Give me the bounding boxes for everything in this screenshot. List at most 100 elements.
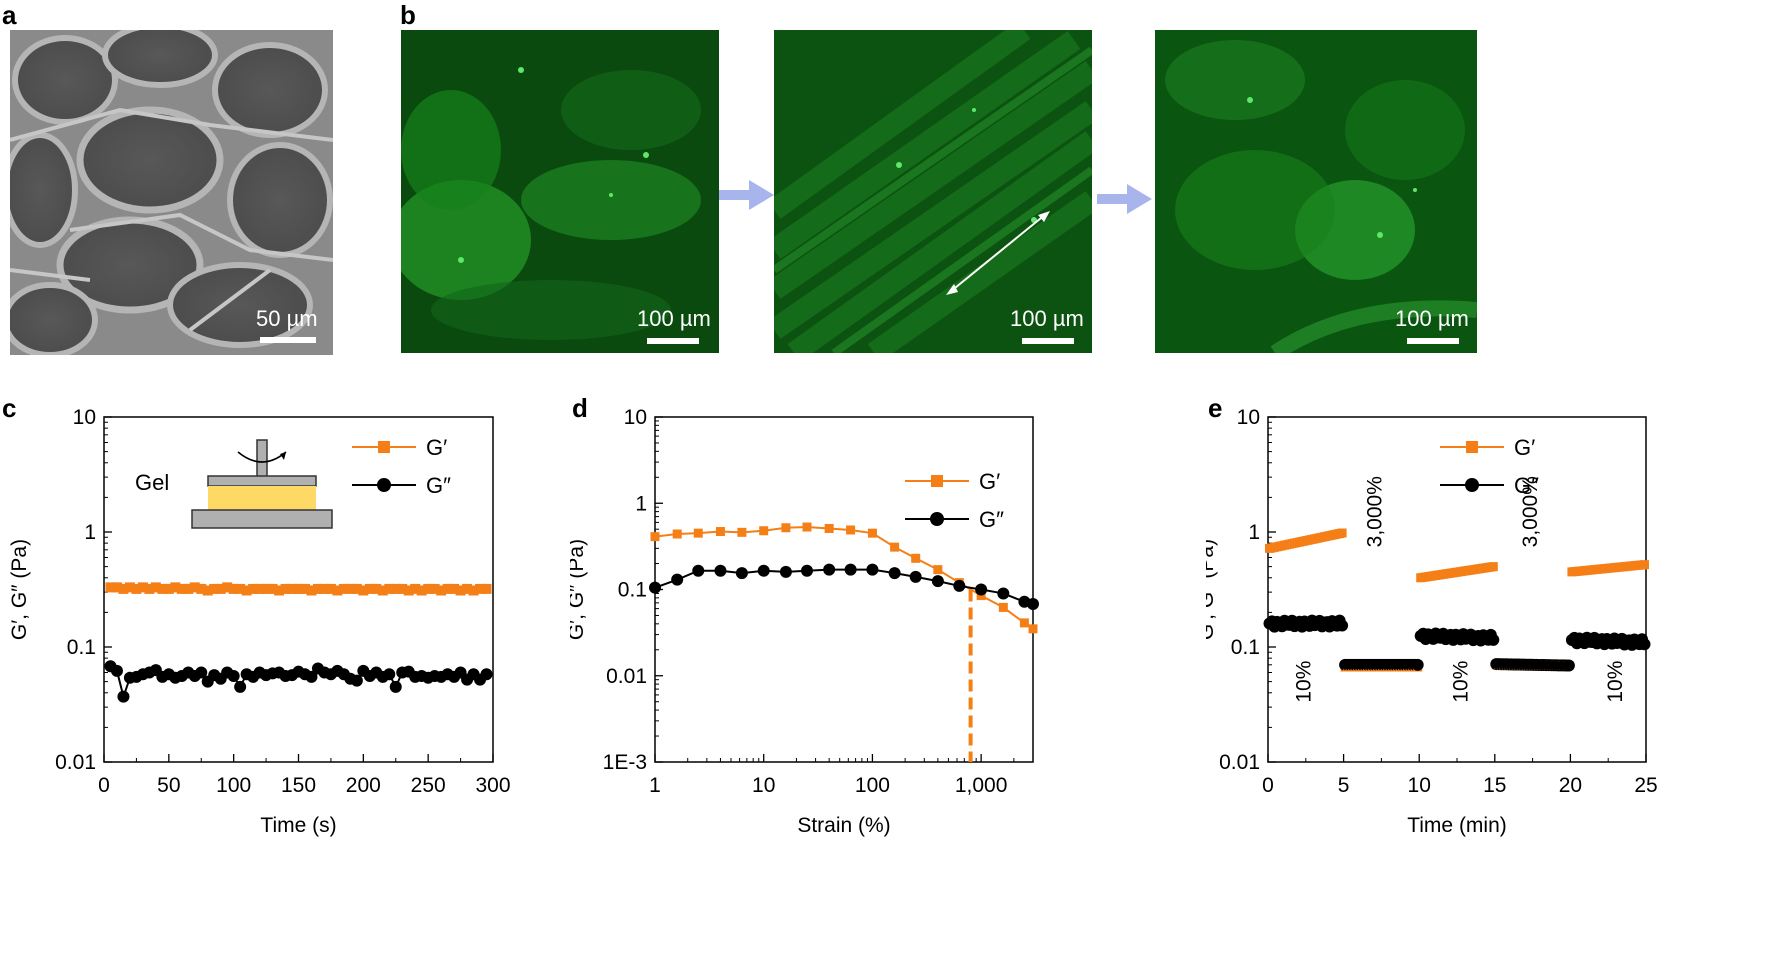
- g-prime-point: [867, 528, 877, 538]
- scale-bar: [1407, 338, 1459, 344]
- g-double-prime-point: [117, 690, 130, 703]
- x-tick-label: 25: [1634, 774, 1657, 797]
- g-prime-point: [267, 583, 278, 594]
- panel-letter-d: d: [572, 393, 588, 423]
- y-tick-label: 1: [1248, 521, 1260, 544]
- g-prime-point: [338, 583, 349, 594]
- stretch-direction-arrow: [949, 213, 1047, 293]
- g-prime-point: [911, 553, 921, 563]
- x-tick-label: 10: [1408, 774, 1431, 797]
- g-double-prime-point: [844, 563, 857, 576]
- g-prime-point: [118, 583, 129, 594]
- g-prime-point: [163, 583, 174, 594]
- x-axis-label: Time (min): [1407, 814, 1507, 837]
- g-prime-point: [824, 523, 834, 533]
- g-prime-point: [468, 585, 479, 596]
- g-prime-point: [846, 525, 856, 535]
- y-tick-label: 10: [73, 406, 96, 429]
- g-prime-point: [384, 583, 395, 594]
- g-double-prime-point: [1562, 659, 1575, 672]
- g-double-prime-point: [195, 666, 208, 679]
- g-prime-point: [1488, 562, 1498, 572]
- g-prime-point: [196, 583, 207, 594]
- g-double-prime-point: [866, 563, 879, 576]
- g-prime-point: [436, 585, 447, 596]
- g-double-prime-point: [671, 573, 684, 586]
- x-tick-label: 0: [1262, 774, 1274, 797]
- sem-texture: [10, 30, 333, 355]
- g-prime-point: [351, 583, 362, 594]
- scale-label: 100 µm: [1395, 306, 1469, 331]
- panel-letter-e: e: [1208, 393, 1223, 423]
- g-prime-point: [397, 583, 408, 594]
- g-prime-point: [325, 583, 336, 594]
- g-prime-point: [137, 582, 148, 593]
- scale-bar: [260, 337, 316, 343]
- g-double-prime-point: [909, 570, 922, 583]
- y-tick-label: 1: [635, 492, 647, 515]
- x-tick-label: 150: [281, 774, 316, 797]
- y-tick-label: 1E-3: [603, 751, 647, 774]
- y-tick-label: 10: [624, 406, 647, 429]
- fluorescence-image-3: 100 µm: [1155, 30, 1477, 353]
- x-tick-label: 1: [649, 774, 661, 797]
- g-prime-point: [429, 583, 440, 594]
- g-prime-point: [306, 585, 317, 596]
- fluorescence-image-2: 100 µm: [774, 30, 1092, 353]
- y-tick-label: 0.01: [55, 751, 96, 774]
- scale-label: 100 µm: [637, 306, 711, 331]
- x-tick-label: 10: [752, 774, 775, 797]
- strain-annotation: 10%: [1450, 661, 1473, 703]
- x-tick-label: 300: [475, 774, 510, 797]
- x-tick-label: 250: [411, 774, 446, 797]
- g-prime-point: [481, 583, 492, 594]
- g-prime-point: [287, 583, 298, 594]
- g-double-prime-point: [823, 563, 836, 576]
- y-tick-label: 0.01: [606, 665, 647, 688]
- scale-bar: [647, 338, 699, 344]
- g-prime-point: [189, 582, 200, 593]
- x-axis-label: Strain (%): [797, 814, 890, 837]
- g-prime-point: [364, 583, 375, 594]
- g-prime-point: [183, 583, 194, 594]
- plot-frame: [1267, 416, 1647, 763]
- g-prime-point: [781, 523, 791, 533]
- y-tick-label: 0.01: [1219, 751, 1260, 774]
- y-axis-label: G′, G″ (Pa): [570, 539, 588, 640]
- g-prime-point: [403, 585, 414, 596]
- g-double-prime-point: [1638, 638, 1651, 651]
- y-tick-label: 0.1: [618, 579, 647, 602]
- legend-marker: [931, 475, 943, 487]
- panel-letter-c: c: [2, 393, 17, 423]
- right-arrow-icon: [1097, 184, 1152, 214]
- g-prime-point: [209, 583, 220, 594]
- scale-label: 100 µm: [1010, 306, 1084, 331]
- x-tick-label: 100: [216, 774, 251, 797]
- g-prime-point: [1639, 560, 1649, 570]
- g-prime-point: [202, 585, 213, 596]
- g-double-prime-point: [888, 567, 901, 580]
- g-prime-point: [274, 585, 285, 596]
- g-prime-point: [150, 582, 161, 593]
- g-prime-point: [215, 583, 226, 594]
- g-double-prime-point: [757, 564, 770, 577]
- g-prime-point: [449, 583, 460, 594]
- strain-annotation: 10%: [1604, 661, 1627, 703]
- g-double-prime-point: [800, 564, 813, 577]
- g-prime-point: [358, 585, 369, 596]
- legend-marker: [1466, 441, 1478, 453]
- legend-marker: [930, 512, 944, 526]
- g-prime-point: [1028, 624, 1038, 634]
- scale-bar: [1022, 338, 1074, 344]
- y-tick-label: 10: [1237, 406, 1260, 429]
- g-double-prime-point: [931, 575, 944, 588]
- g-prime-point: [672, 529, 682, 539]
- g-prime-point: [312, 583, 323, 594]
- g-double-prime-point: [953, 579, 966, 592]
- strain-annotation: 10%: [1292, 661, 1315, 703]
- g-prime-point: [455, 585, 466, 596]
- sem-micrograph: 50 µm: [10, 30, 333, 355]
- x-tick-label: 1,000: [955, 774, 1008, 797]
- g-prime-point: [280, 583, 291, 594]
- g-prime-point: [228, 583, 239, 594]
